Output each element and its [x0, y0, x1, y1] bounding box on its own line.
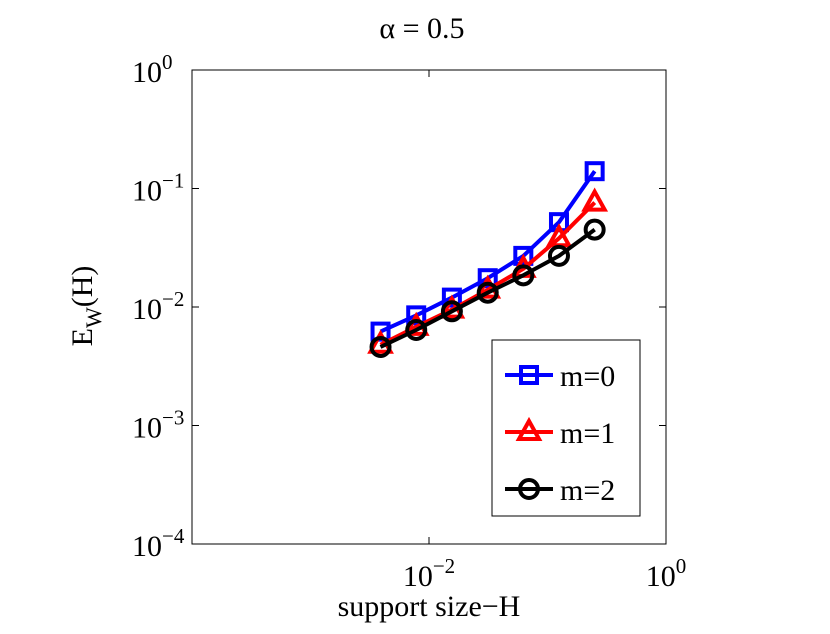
x-tick-label: 100 [646, 554, 687, 593]
data-point [584, 161, 605, 182]
x-tick-label-base: 10 [646, 560, 676, 593]
x-axis-ticks: 10−2 100 [403, 70, 686, 593]
y-tick-label-base: 10 [132, 412, 162, 445]
y-tick-label: 10−1 [132, 169, 184, 208]
y-tick-label-exponent: −2 [162, 287, 184, 311]
data-point [477, 268, 498, 289]
data-point [405, 318, 428, 341]
series-line [379, 201, 597, 347]
y-tick-label-base: 10 [132, 175, 162, 208]
legend-label: m=1 [560, 417, 615, 450]
legend-marker [519, 365, 539, 385]
data-point [513, 245, 534, 266]
x-tick-label: 10−2 [403, 554, 455, 593]
y-tick-label-exponent: −4 [162, 524, 185, 548]
legend-label: m=0 [560, 360, 615, 393]
y-tick-label: 10−3 [132, 406, 184, 445]
y-tick-label-exponent: −1 [162, 169, 184, 193]
data-point [512, 264, 535, 287]
legend: m=0 m=1 m=2 [491, 339, 641, 517]
chart-title-text: α = 0.5 [379, 12, 464, 45]
y-tick-label-exponent: 0 [162, 50, 173, 74]
series-m=2 [369, 218, 606, 358]
data-point [476, 281, 499, 304]
data-point [369, 335, 392, 358]
y-axis-label: EW(H) [66, 266, 106, 347]
legend-item: m=1 [505, 416, 615, 450]
legend-box [491, 339, 641, 517]
x-tick-label-exponent: 0 [676, 554, 687, 578]
y-tick-label: 10−2 [132, 287, 184, 326]
y-axis-label-subscript: W [81, 307, 106, 328]
x-axis-label: support size−H [338, 590, 521, 623]
y-axis-label-base: E [66, 328, 99, 346]
y-tick-label: 10−4 [132, 524, 185, 563]
data-point [581, 187, 609, 212]
y-tick-label-base: 10 [132, 56, 162, 89]
data-point [583, 218, 606, 241]
x-tick-label-exponent: −2 [433, 554, 455, 578]
series-line [379, 227, 596, 349]
legend-marker [518, 478, 540, 500]
y-axis-label-tail: (H) [66, 266, 99, 308]
legend-item: m=0 [505, 360, 615, 393]
series-layer [367, 161, 609, 358]
y-tick-label-base: 10 [132, 530, 162, 563]
legend-marker [515, 416, 543, 441]
chart-title: α = 0.5 [379, 12, 464, 45]
y-tick-label-base: 10 [132, 293, 162, 326]
data-point [547, 244, 570, 267]
data-point [441, 287, 462, 308]
data-point [440, 300, 463, 323]
legend-item: m=2 [505, 474, 615, 507]
y-tick-label-exponent: −3 [162, 406, 184, 430]
x-tick-label-base: 10 [403, 560, 433, 593]
data-point [406, 305, 427, 326]
legend-label: m=2 [560, 474, 615, 507]
y-tick-label: 100 [132, 50, 173, 89]
